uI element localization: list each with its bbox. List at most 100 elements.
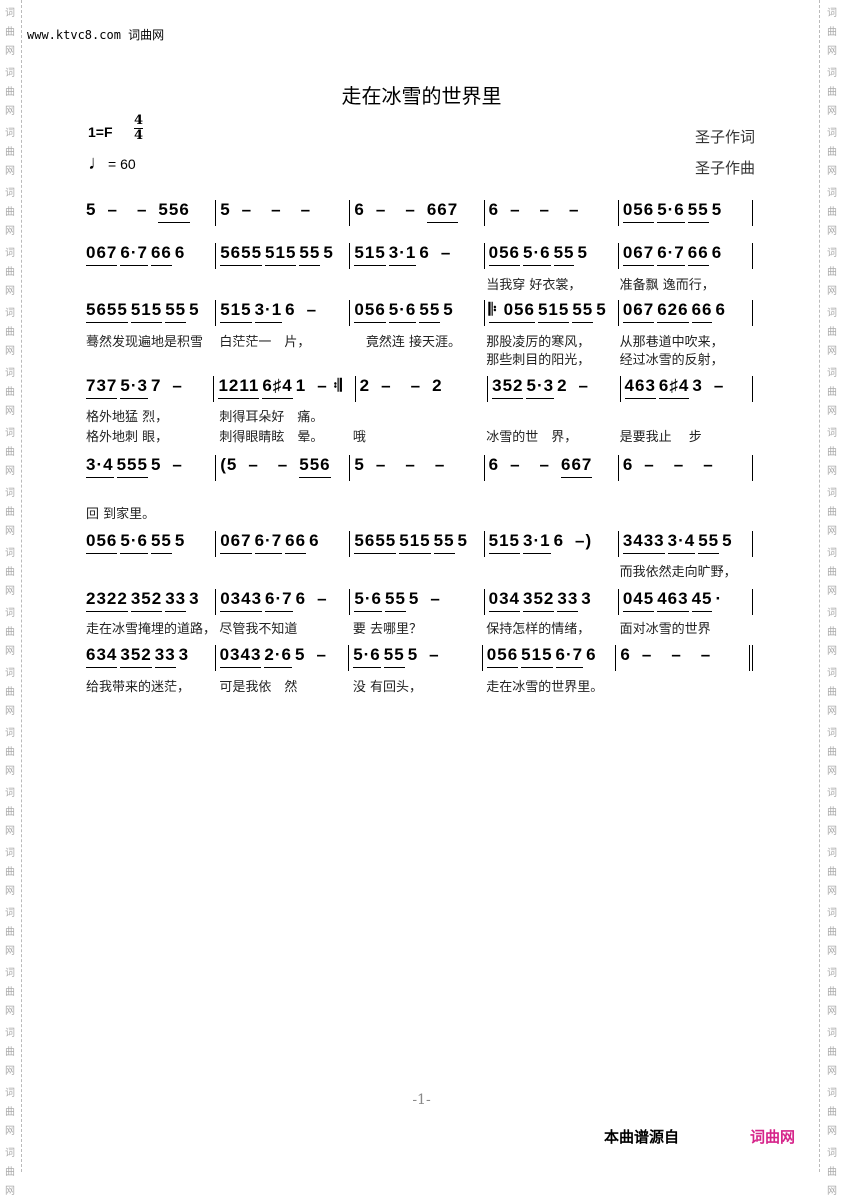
note-group: 33 — [165, 589, 187, 612]
measure: 6– –667 — [483, 455, 618, 481]
note-group: – — [248, 455, 259, 474]
watermark-column-left: 词曲网 词曲网 词曲网 词曲网 词曲网 词曲网 词曲网 词曲网 词曲网 词曲网 词曲网 词曲网 词曲网词… — [0, 0, 20, 1197]
watermark-text: 词曲网 — [827, 848, 837, 897]
note-group: (5 — [220, 455, 238, 474]
note-group: 5·6 — [353, 645, 381, 668]
song-title: 走在冰雪的世界里 — [341, 84, 502, 108]
note-group: – — [671, 645, 682, 664]
note-group: 6·7 — [555, 645, 584, 668]
note-group: 45 — [691, 589, 713, 612]
watermark-text: 词曲网 — [827, 1028, 837, 1077]
measure: 1211 6♯4 1 – 𝄇 — [213, 376, 354, 402]
lyric-segment — [86, 349, 219, 368]
lyric-segment: 当我穿 好衣裳， — [486, 278, 582, 293]
watermark-text: 词曲网 — [827, 188, 837, 237]
note-group: 515 — [521, 645, 553, 668]
note-group: 6 — [285, 300, 296, 319]
lyric-segment: 格外地猛 烈， — [86, 410, 169, 425]
note-group: 5 — [596, 300, 607, 319]
watermark-text: 词曲网 — [827, 488, 837, 537]
note-group: 067 — [86, 243, 118, 266]
lyric-segment: 那股凌厉的寒风， — [486, 335, 591, 350]
lyric-segment — [620, 503, 753, 522]
lyric-segment: 从那巷道中吹来， — [619, 335, 724, 350]
time-signature: 4 4 — [134, 113, 144, 143]
note-group: 66 — [150, 243, 172, 266]
note-group: 2 — [432, 376, 443, 395]
measure: 5·6 55 5– — [349, 589, 483, 615]
measure: 0343 2·6 5– — [214, 645, 349, 671]
note-group: 634 — [86, 645, 118, 668]
lyric-segment: 刺得耳朵好 痛。 — [219, 410, 324, 425]
note-group: 5655 — [220, 243, 263, 266]
lyric-segment — [219, 274, 352, 293]
note-group: 067 — [622, 300, 655, 323]
note-group: 5 — [577, 243, 588, 262]
note-group: 5·6 — [354, 589, 382, 612]
measure: 634 352 33 3 — [86, 645, 215, 671]
lyric-segment: 而我依然走向旷野， — [619, 565, 737, 580]
note-group: 2 — [557, 376, 568, 395]
note-group: 5 — [295, 645, 306, 664]
note-group: 55 — [299, 243, 321, 266]
note-group: 352 — [522, 589, 555, 612]
note-group: 6·7 — [265, 589, 293, 612]
measure: 067 6·7 66 6 — [86, 243, 215, 269]
note-group: – — [271, 200, 282, 219]
measure: 515 3·1 6 –) — [483, 531, 618, 557]
measure: 6– – – — [617, 455, 754, 481]
watermark-text: 词曲网 — [5, 428, 15, 477]
watermark-text: 词曲网 — [5, 788, 15, 837]
lyric-segment: 可是我依 然 — [219, 680, 298, 695]
score-row: 737 5·3 7–1211 6♯4 1– 𝄇 2– –2 352 5·3 2–463 6♯4 3– — [86, 376, 753, 402]
watermark-text: 词曲网 — [827, 128, 837, 177]
note-group: 6 — [295, 589, 307, 608]
measure: 352 5·3 2– — [487, 376, 619, 402]
watermark-text: 词曲网 — [5, 728, 15, 777]
measure: 463 6♯4 3– — [619, 376, 753, 402]
note-group: 352 — [130, 589, 163, 612]
watermark-text: 词曲网 — [827, 728, 837, 777]
note-group: – — [700, 645, 712, 664]
note-group: 5·6 — [388, 300, 417, 323]
brand-link[interactable]: 词曲网 — [750, 1128, 796, 1146]
measure: 067 6·7 66 6 — [617, 243, 754, 269]
note-group: 55 — [384, 589, 406, 612]
measure: 056 5·6 55 5 — [483, 243, 618, 269]
lyric-segment — [219, 503, 352, 522]
watermark-text: 词曲网 — [5, 608, 15, 657]
watermark-text: 词曲网 — [5, 848, 15, 897]
lyricist-credit: 圣子作词 — [694, 128, 755, 146]
lyric-segment: 走在冰雪的世界里。 — [486, 680, 604, 695]
note-group: 0343 — [219, 645, 262, 668]
note-group: 5·3 — [526, 376, 555, 399]
margin-line-right — [819, 0, 820, 1172]
lyrics-line: 那些刺目的阳光， 经过冰雪的反射， — [86, 349, 753, 368]
lyric-segment: 哦 — [352, 430, 366, 445]
note-group: 6 — [620, 645, 631, 664]
score-row: 3·4 555 5– (5– –556 5– – –6– –667 6– – – — [86, 455, 754, 481]
note-group: 515 — [537, 300, 570, 323]
watermark-text: 词曲网 — [5, 188, 15, 237]
key-signature: 1=F — [88, 124, 113, 140]
lyrics-line: 当我穿 好衣裳， 准备飘 逸而行， — [86, 274, 753, 293]
measure: 2322 352 33 3 — [86, 589, 215, 615]
note-group: – — [569, 200, 580, 219]
note-group: 515 — [399, 531, 431, 554]
score-row: 2322 352 33 3 0343 6·7 6–5·6 55 5–034 352 33 3 045 46… — [86, 589, 754, 615]
note-group: 66 — [285, 531, 307, 554]
watermark-text: 词曲网 — [5, 548, 15, 597]
note-group: 515 — [354, 243, 386, 266]
score-row: 5655 515 55 5 515 3·1 6–056 5·6 55 5 𝄆 056 515 55 5 06… — [86, 300, 754, 326]
lyric-segment: 白茫茫一 片， — [219, 335, 311, 350]
watermark-text: 词曲网 — [827, 608, 837, 657]
note-group: 6·7 — [657, 243, 685, 266]
measure: 5– – – — [215, 200, 349, 226]
watermark-text: 词曲网 — [5, 68, 15, 117]
measure: 3433 3·4 55 5 — [617, 531, 754, 557]
note-group: 352 — [120, 645, 152, 668]
note-group: 1 — [295, 376, 307, 395]
lyrics-line: 给我带来的迷茫， 可是我依 然 没 有回头， 走在冰雪的世界里。 — [86, 676, 753, 695]
watermark-text: 词曲网 — [827, 908, 837, 957]
note-group: 6 — [309, 531, 320, 550]
